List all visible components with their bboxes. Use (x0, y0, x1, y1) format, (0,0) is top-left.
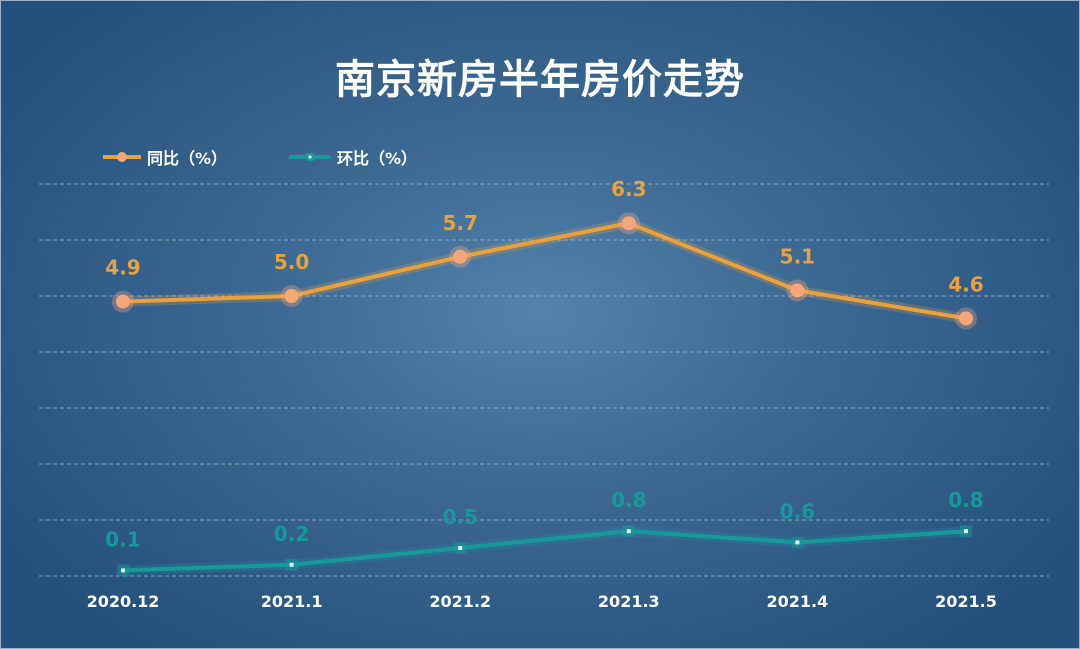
data-point (453, 249, 468, 264)
data-label: 0.2 (274, 522, 309, 546)
data-point (790, 283, 805, 298)
data-point (621, 216, 636, 231)
data-label: 5.7 (442, 211, 477, 235)
x-tick-label: 2021.3 (598, 592, 660, 611)
data-point (458, 546, 463, 550)
data-point (626, 529, 631, 534)
data-point (795, 540, 800, 545)
legend-item-yoy: 同比（%） (103, 145, 227, 169)
series-line (122, 529, 967, 573)
data-point (289, 562, 294, 567)
data-point (121, 568, 125, 573)
data-label: 5.1 (780, 244, 815, 268)
data-label: 0.1 (105, 527, 140, 551)
data-label: 5.0 (274, 250, 309, 274)
legend-marker-yoy-icon (103, 152, 141, 162)
data-label: 4.6 (948, 272, 983, 296)
data-label: 6.3 (611, 177, 646, 201)
legend-label-mom: 环比（%） (337, 149, 418, 168)
x-tick-label: 2021.4 (767, 592, 829, 611)
data-point (959, 311, 973, 326)
legend-label-yoy: 同比（%） (147, 149, 228, 168)
x-tick-label: 2021.2 (429, 592, 491, 611)
data-label: 0.5 (442, 505, 477, 529)
legend-item-mom: 环比（%） (289, 145, 417, 169)
data-point (284, 289, 299, 303)
data-label: 0.8 (611, 488, 646, 512)
series-line (122, 221, 967, 321)
legend-marker-mom-icon (289, 153, 331, 161)
data-label: 4.9 (105, 256, 140, 280)
data-label: 0.6 (780, 499, 815, 523)
x-tick-label: 2021.5 (935, 592, 997, 611)
series-glow (122, 218, 967, 324)
data-point (116, 294, 130, 309)
x-tick-label: 2020.12 (87, 592, 160, 611)
chart-title: 南京新房半年房价走势 (335, 57, 745, 103)
data-label: 0.8 (948, 488, 983, 512)
x-tick-label: 2021.1 (261, 592, 323, 611)
data-point (964, 529, 968, 534)
